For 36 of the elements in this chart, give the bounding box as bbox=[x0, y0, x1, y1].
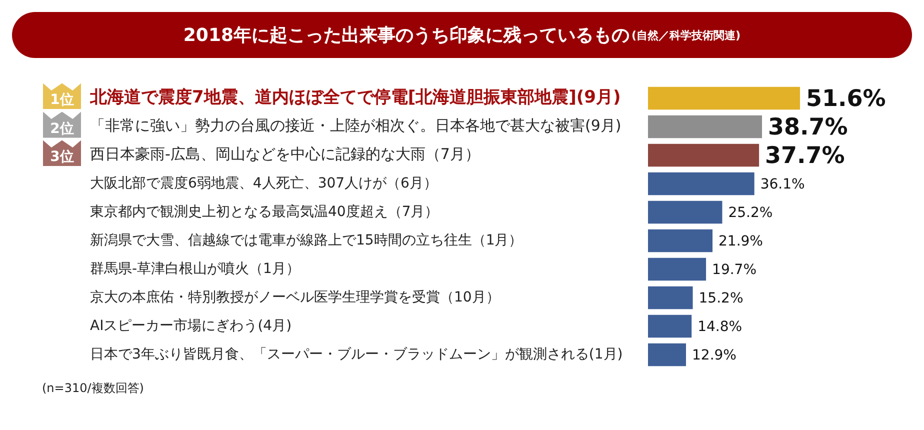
bar bbox=[648, 115, 762, 138]
y-tick-label: 大阪北部で震度6弱地震、4人死亡、307人けが（6月） bbox=[90, 175, 438, 192]
bar bbox=[648, 229, 713, 252]
bar bbox=[648, 343, 686, 366]
data-label: 12.9% bbox=[692, 347, 736, 364]
y-tick-label: 「非常に強い」勢力の台風の接近・上陸が相次ぐ。日本各地で甚大な被害(9月) bbox=[90, 116, 622, 135]
data-label: 15.2% bbox=[698, 290, 744, 306]
text: 2018年に起こった出来事のうち印象に残っているもの bbox=[183, 24, 630, 47]
bar bbox=[648, 314, 692, 338]
data-label: 38.7% bbox=[768, 114, 848, 141]
bar bbox=[648, 200, 722, 224]
data-label: 51.6% bbox=[806, 86, 886, 112]
bar bbox=[648, 258, 706, 281]
chart-subtitle: (自然／科学技術関連) bbox=[632, 28, 741, 42]
y-tick-label: 京大の本庶佑・特別教授がノーベル医学生理学賞を受賞（10月） bbox=[90, 289, 500, 306]
text: (n=310/複数回答) bbox=[42, 380, 144, 397]
text: 1位 bbox=[50, 92, 74, 108]
y-tick-label: 新潟県で大雪、信越線では電車が線路上で15時間の立ち往生（1月） bbox=[90, 232, 523, 248]
bar bbox=[648, 286, 693, 310]
data-label: 14.8% bbox=[698, 318, 742, 335]
bar bbox=[648, 144, 760, 167]
text: 2位 bbox=[50, 120, 74, 137]
data-label: 25.2% bbox=[728, 204, 773, 221]
y-tick-label: 北海道で震度7地震、道内ほぼ全てで停電[北海道胆振東部地震](9月) bbox=[89, 88, 621, 108]
bar bbox=[648, 86, 800, 110]
y-tick-label: AIスピーカー市場にぎわう(4月) bbox=[90, 318, 292, 334]
data-label: 37.7% bbox=[765, 143, 845, 170]
data-label: 21.9% bbox=[718, 233, 763, 250]
data-label: 36.1% bbox=[760, 176, 805, 192]
y-tick-label: 西日本豪雨-広島、岡山などを中心に記録的な大雨（7月） bbox=[90, 145, 480, 164]
y-tick-label: 日本で3年ぶり皆既月食、「スーパー・ブルー・ブラッドムーン」が観測される(1月) bbox=[90, 346, 623, 362]
y-tick-label: 群馬県-草津白根山が噴火（1月） bbox=[90, 260, 300, 277]
bar bbox=[648, 172, 754, 196]
data-label: 19.7% bbox=[712, 262, 757, 278]
text: 3位 bbox=[50, 149, 74, 166]
y-tick-label: 東京都内で観測史上初となる最高気温40度超え（7月） bbox=[90, 204, 439, 220]
